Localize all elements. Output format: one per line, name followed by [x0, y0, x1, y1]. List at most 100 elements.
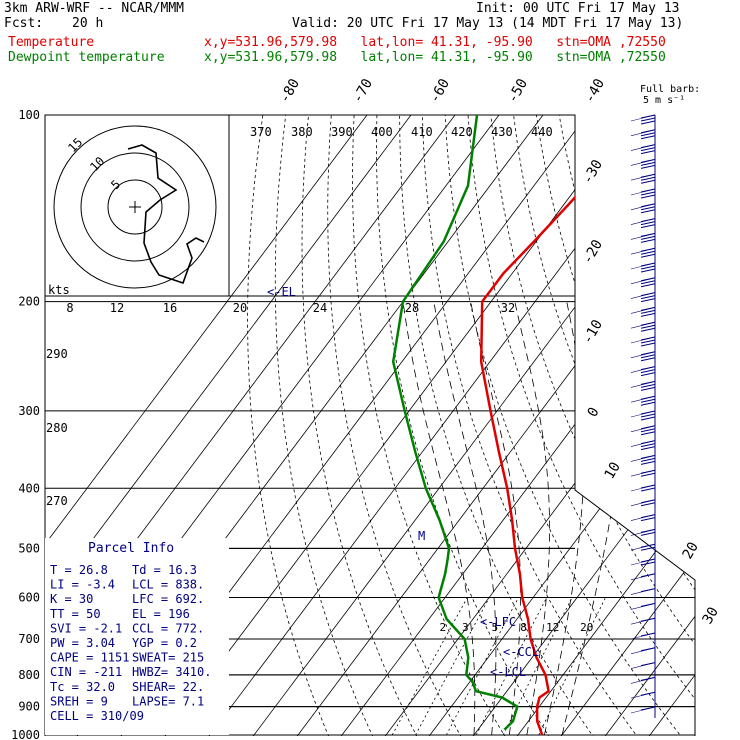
wind-barb-staff	[630, 455, 656, 462]
wind-barb	[640, 446, 656, 451]
theta-label: 370	[250, 125, 272, 139]
isotherm-label: -20	[580, 237, 607, 267]
wind-barb	[640, 298, 656, 303]
dry-adiabat	[513, 115, 695, 736]
theta-label: 380	[291, 125, 313, 139]
wind-speed-label: 32	[501, 301, 515, 315]
hodograph-ring	[80, 152, 190, 262]
mixing-ratio-line	[502, 597, 573, 736]
wind-barb	[640, 401, 656, 406]
pressure-label: 700	[18, 632, 40, 646]
forecast-hours: 20 h	[72, 16, 104, 31]
dry-adiabat	[274, 115, 379, 736]
plot-frame	[44, 114, 696, 736]
wind-barb	[640, 369, 656, 374]
theta-label: 400	[371, 125, 393, 139]
wind-barb	[640, 238, 656, 243]
theta-label: 420	[451, 125, 473, 139]
wind-barb-staff	[630, 588, 656, 595]
wind-barb-staff	[630, 218, 656, 225]
parcel-info-row-left: TT = 50	[50, 607, 101, 621]
wind-barb	[640, 280, 656, 285]
isotherm-label: 20	[680, 539, 702, 562]
pressure-label: 400	[18, 481, 40, 495]
parcel-info-row-left: LI = -3.4	[50, 578, 115, 592]
parcel-info-row-right: LAPSE= 7.1	[132, 694, 204, 708]
wind-barb	[640, 546, 656, 551]
wind-barb	[640, 164, 656, 169]
wind-speed-label: 16	[163, 301, 177, 315]
isotherm-label: 30	[700, 604, 722, 627]
mixing-ratio-line	[391, 597, 468, 736]
isotherm-label: -10	[580, 317, 607, 347]
wind-barb	[640, 312, 656, 317]
wind-barb	[640, 309, 656, 314]
wind-barb	[640, 283, 656, 288]
wind-barb-staff	[630, 632, 656, 640]
dry-adiabat	[444, 115, 692, 736]
wind-barb-staff	[630, 440, 656, 447]
theta-label: 290	[46, 347, 68, 361]
wind-barb	[640, 265, 656, 270]
wind-barb-staff	[630, 529, 656, 536]
wind-barb-staff	[630, 706, 656, 714]
wind-barb-staff	[630, 233, 656, 240]
wind-barb-staff	[630, 499, 656, 507]
isotherm	[45, 115, 422, 736]
wind-barb	[640, 428, 656, 433]
parcel-info-row-right: SWEAT= 215	[132, 651, 204, 665]
legend-dewpoint-name: Dewpoint temperature	[8, 50, 165, 65]
dry-adiabat	[352, 115, 513, 736]
isotherm-label: -60	[427, 76, 454, 106]
wind-barb	[640, 502, 656, 507]
mixing-ratio-label: 12	[546, 621, 559, 634]
wind-barb-staff	[630, 366, 656, 373]
wind-barb-staff	[630, 129, 656, 137]
wind-barb-staff	[630, 173, 656, 181]
wind-speed-label: 8	[66, 301, 73, 315]
wind-barb	[640, 383, 656, 388]
dry-adiabat	[672, 115, 695, 736]
wind-barb	[640, 339, 656, 344]
isotherm-label: -80	[277, 76, 304, 106]
wind-barb	[640, 117, 656, 122]
wind-barb-staff	[630, 514, 656, 521]
wind-barb	[640, 386, 656, 391]
dry-adiabat	[467, 115, 695, 736]
isotherm-label: 10	[602, 459, 624, 482]
hodograph-trace	[127, 144, 205, 285]
wind-barb-staff	[630, 188, 656, 196]
wind-barb-staff	[630, 558, 656, 566]
pressure-label: 1000	[11, 728, 40, 740]
dry-adiabat	[696, 115, 740, 740]
wind-barb-staff	[630, 469, 656, 477]
wind-barb	[640, 191, 656, 196]
wind-barb	[640, 268, 656, 273]
wind-barb	[640, 431, 656, 436]
wind-barb-staff	[630, 395, 656, 403]
wind-barb	[640, 221, 656, 226]
isotherm-label: 0	[585, 405, 603, 420]
wind-barb-staff	[630, 410, 656, 418]
wind-barb	[640, 413, 656, 418]
moist-adiabat	[514, 301, 551, 736]
isotherm	[45, 115, 378, 736]
isotherm-label: -40	[582, 76, 609, 106]
hodograph-ring-label: 15	[65, 135, 85, 155]
parcel-info-row-left: CAPE = 1151	[50, 651, 129, 665]
wind-barb-staff	[630, 292, 656, 299]
parcel-info-row-right: SHEAR= 22.	[132, 680, 204, 694]
hodograph-ring	[53, 125, 217, 289]
parcel-info-row-left: CIN = -211	[50, 665, 122, 679]
isotherm-label: -30	[580, 157, 607, 187]
moist-adiabat	[561, 301, 627, 736]
wind-barb-staff	[630, 617, 656, 625]
mixing-ratio-label: 5	[492, 621, 499, 634]
wind-barb-staff	[630, 144, 656, 151]
hodograph-ring-label: 5	[108, 177, 123, 192]
wind-barb	[640, 416, 656, 421]
full-barb-label: Full barb:	[640, 84, 701, 95]
wind-barb-staff	[630, 114, 656, 122]
